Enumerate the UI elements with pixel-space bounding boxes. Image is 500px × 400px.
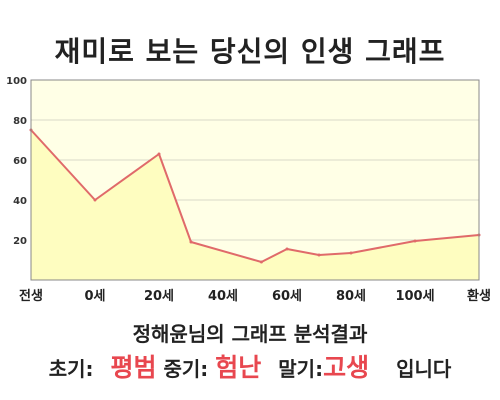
mid-label: 중기: [163,357,209,381]
data-point [93,198,97,202]
y-tick-label: 60 [13,156,27,167]
x-tick-label: 20세 [144,289,174,304]
data-point [157,152,161,156]
early-label: 초기: [48,357,94,381]
y-axis-ticks: 20 40 60 80 100 [6,76,27,247]
area-fill [31,130,479,280]
x-tick-label: 80세 [336,289,366,304]
plot-border [30,79,480,281]
analysis-summary: 초기: 평범 중기: 험난 말기:고생 입니다 [0,348,500,384]
data-point [349,251,353,255]
x-tick-label: 전생 [19,288,43,304]
y-tick-label: 100 [6,76,27,87]
summary-suffix: 입니다 [396,357,452,381]
x-tick-label: 0세 [84,289,105,304]
x-tick-label: 100세 [395,289,434,304]
y-tick-label: 80 [13,116,27,127]
y-tick-label: 20 [13,236,27,247]
x-tick-label: 60세 [272,289,302,304]
area-series [29,128,481,280]
x-axis-ticks: 전생 0세 20세 40세 60세 80세 100세 환생 [19,288,491,304]
y-tick-label: 40 [13,196,27,207]
chart-title: 재미로 보는 당신의 인생 그래프 [54,35,446,68]
mid-value: 험난 [215,353,262,382]
early-value: 평범 [110,353,157,382]
data-point [413,239,417,243]
data-point [317,253,321,257]
late-value: 고생 [323,353,370,382]
plot-frame [30,79,480,281]
analysis-caption: 정해윤님의 그래프 분석결과 [132,322,368,346]
data-point [285,247,289,251]
x-tick-label: 환생 [467,288,491,304]
life-line [30,129,480,263]
x-tick-label: 40세 [208,289,238,304]
data-point [259,260,263,264]
late-label: 말기: [278,357,324,381]
data-point [189,240,193,244]
